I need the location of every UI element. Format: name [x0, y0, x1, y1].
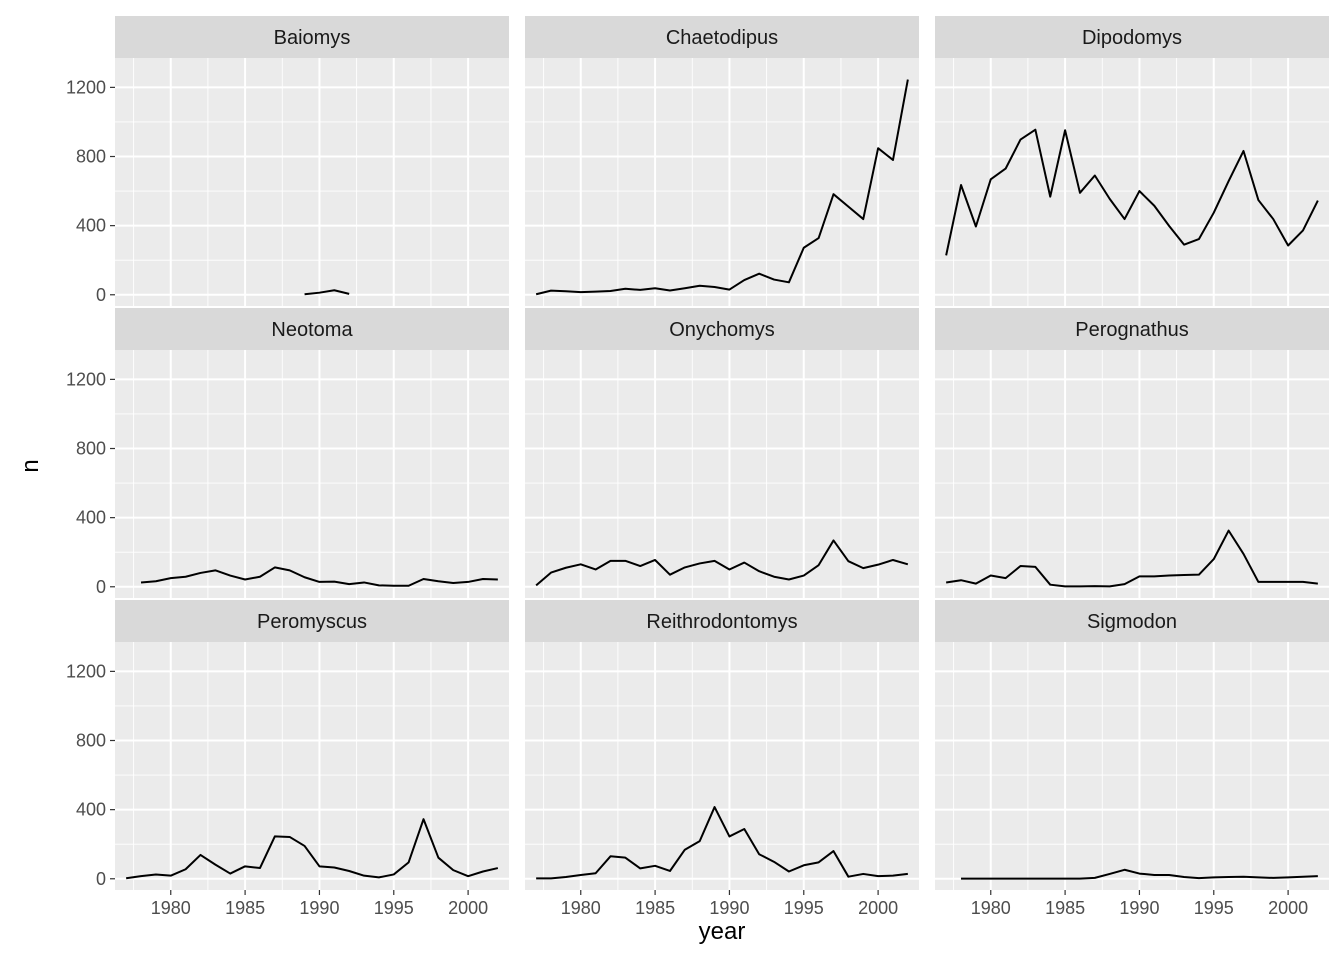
y-tick-label: 400	[76, 800, 106, 820]
x-tick-label: 2000	[858, 898, 898, 918]
series-line-peromyscus	[126, 818, 499, 880]
y-tick-label: 1200	[66, 369, 106, 389]
x-tick-label: 1985	[225, 898, 265, 918]
x-tick-label: 1990	[709, 898, 749, 918]
facet-panel-baiomys: Baiomys 0 400 800 1200	[66, 16, 509, 306]
x-tick-label: 1980	[561, 898, 601, 918]
panel-background	[525, 350, 919, 598]
y-tick-label: 800	[76, 439, 106, 459]
x-tick-label: 1995	[784, 898, 824, 918]
facet-strip	[935, 16, 1329, 58]
facet-strip	[525, 600, 919, 642]
facet-panel-perognathus: Perognathus	[935, 308, 1329, 598]
series-line-sigmodon	[961, 868, 1318, 880]
panel-background	[115, 58, 509, 306]
panel-background	[935, 642, 1329, 890]
facet-strip-label: Reithrodontomys	[646, 611, 797, 633]
x-axis-title: year	[699, 918, 746, 945]
facet-panel-sigmodon: Sigmodon 1980 1985 1990 1995 2000	[935, 600, 1329, 918]
x-tick-label: 1980	[151, 898, 191, 918]
facet-strip	[935, 308, 1329, 350]
x-tick-label: 2000	[1268, 898, 1308, 918]
series-line-dipodomys	[945, 128, 1319, 256]
y-tick-label: 1200	[66, 77, 106, 97]
facet-panel-reithrodontomys: Reithrodontomys 1980 1985 1990 1995 2000	[525, 600, 919, 918]
facet-strip	[525, 308, 919, 350]
x-tick-label: 1980	[971, 898, 1011, 918]
facet-strip-label: Chaetodipus	[666, 27, 778, 49]
facet-panel-onychomys: Onychomys	[525, 308, 919, 598]
facet-strip-label: Onychomys	[669, 319, 775, 341]
facet-strip-label: Perognathus	[1075, 319, 1188, 341]
x-tick-label: 1995	[374, 898, 414, 918]
series-line-baiomys	[304, 289, 350, 296]
series-line-onychomys	[535, 539, 909, 587]
y-tick-label: 0	[96, 869, 106, 889]
panel-background	[115, 642, 509, 890]
y-tick-label: 400	[76, 216, 106, 236]
series-line-reithrodontomys	[536, 806, 908, 880]
facet-strip-label: Neotoma	[271, 319, 353, 341]
x-tick-label: 1995	[1194, 898, 1234, 918]
panel-background	[935, 350, 1329, 598]
x-tick-label: 1990	[299, 898, 339, 918]
panel-background	[525, 642, 919, 890]
y-tick-label: 0	[96, 285, 106, 305]
panel-background	[115, 350, 509, 598]
panel-background	[525, 58, 919, 306]
facet-panel-dipodomys: Dipodomys	[935, 16, 1329, 306]
y-tick-label: 800	[76, 731, 106, 751]
facet-panel-peromyscus: Peromyscus 0 400 800 1200 1980 1985 1990 1995 200…	[66, 600, 509, 918]
facet-strip	[525, 16, 919, 58]
y-axis-title: n	[17, 459, 44, 472]
series-line-perognathus	[946, 529, 1318, 588]
facet-strip-label: Peromyscus	[257, 611, 367, 633]
facet-strip	[115, 16, 509, 58]
series-line-neotoma	[140, 566, 498, 587]
panel-background	[935, 58, 1329, 306]
series-line-chaetodipus	[535, 79, 909, 296]
y-tick-label: 400	[76, 508, 106, 528]
x-tick-label: 1985	[1045, 898, 1085, 918]
facet-panels: Baiomys 0 400 800 1200 Chaetodipus Dipodomys Ne…	[66, 16, 1329, 918]
facet-strip-label: Baiomys	[274, 27, 351, 49]
x-tick-label: 2000	[448, 898, 488, 918]
x-tick-label: 1990	[1119, 898, 1159, 918]
facet-strip	[935, 600, 1329, 642]
y-tick-label: 0	[96, 577, 106, 597]
y-tick-label: 800	[76, 147, 106, 167]
facet-strip	[115, 308, 509, 350]
facet-strip-label: Sigmodon	[1087, 611, 1177, 633]
x-tick-label: 1985	[635, 898, 675, 918]
facet-strip	[115, 600, 509, 642]
facet-strip-label: Dipodomys	[1082, 27, 1182, 49]
y-tick-label: 1200	[66, 661, 106, 681]
facet-panel-chaetodipus: Chaetodipus	[525, 16, 919, 306]
facet-panel-neotoma: Neotoma 0 400 800 1200	[66, 308, 509, 598]
